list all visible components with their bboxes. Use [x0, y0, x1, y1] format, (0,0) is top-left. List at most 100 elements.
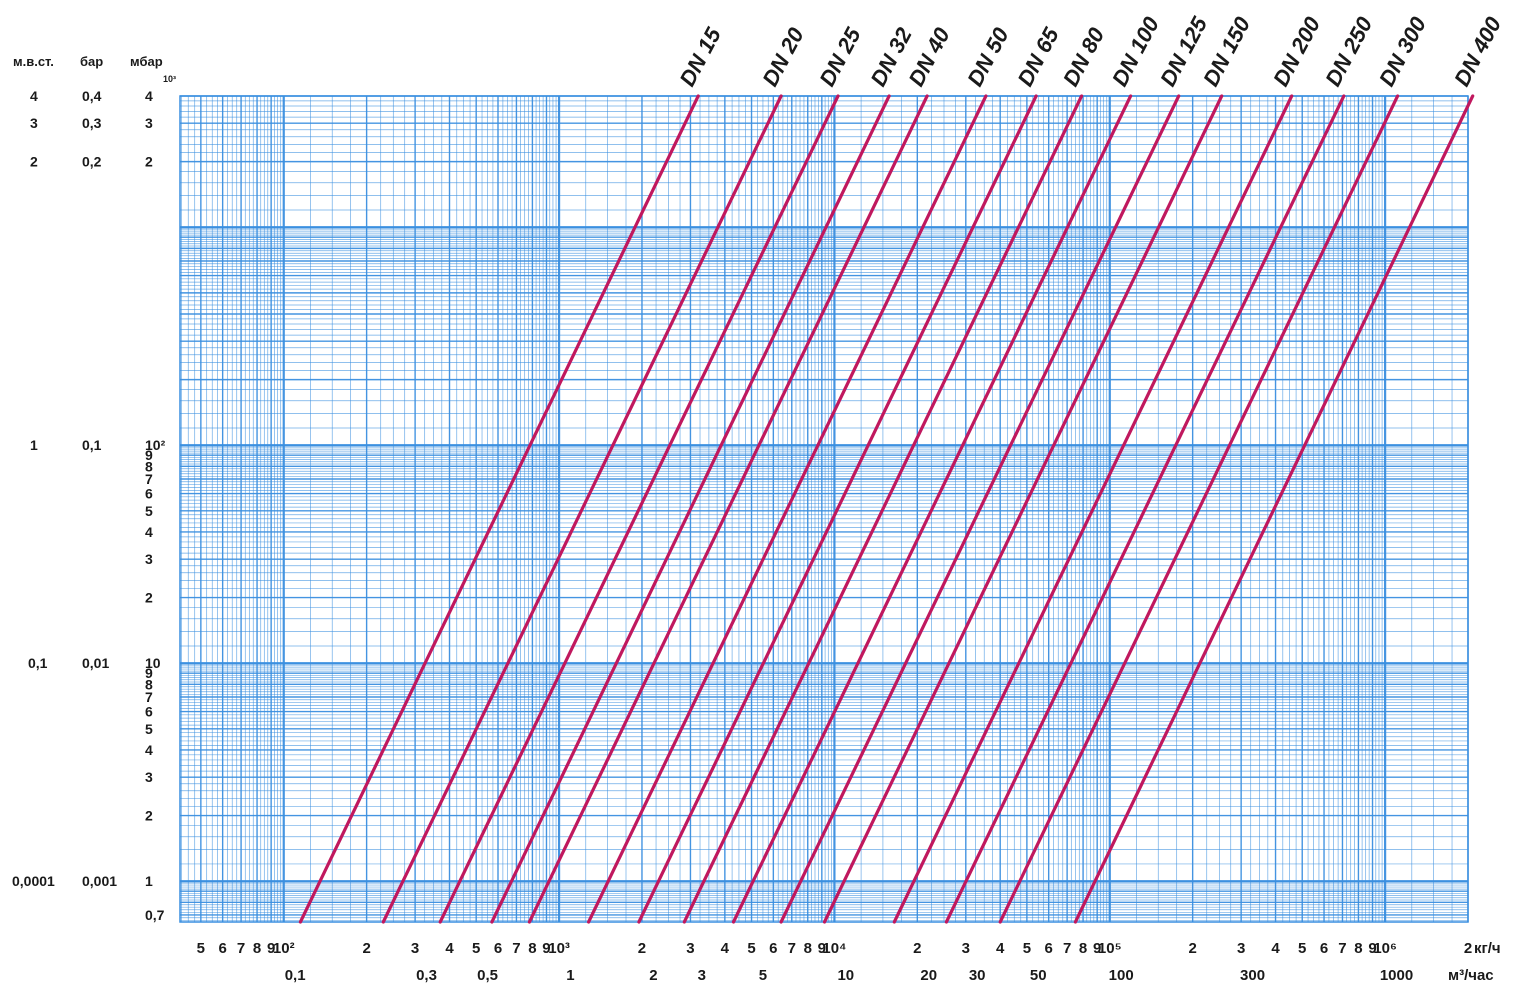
y-tick-mbar: 1	[145, 873, 153, 889]
x-unit-kg: кг/ч	[1474, 940, 1501, 957]
series-label: DN 25	[814, 23, 866, 90]
x-tick-kg: 7	[1338, 940, 1346, 957]
y-tick-mbar: 3	[145, 551, 153, 567]
y-tick-mbar: 8	[145, 458, 153, 474]
series-line-dn-32	[490, 94, 891, 924]
y-tick-mbar: 2	[145, 808, 153, 824]
x-tick-kg: 7	[237, 940, 245, 957]
y-tick-mbar: 7	[145, 689, 153, 705]
x-tick-kg: 10³	[548, 940, 570, 957]
series-lines	[298, 94, 1475, 924]
series-line-dn-125	[779, 94, 1181, 924]
x-tick-kg: 9	[1093, 940, 1101, 957]
y-tick-mbar: 3	[145, 115, 153, 131]
series-label: DN 65	[1012, 23, 1064, 90]
series-line-dn-300	[998, 94, 1400, 924]
x-tick-m3: 100	[1109, 967, 1134, 983]
y-tick-mwc: 4	[30, 88, 38, 104]
x-tick-kg: 9	[1368, 940, 1376, 957]
x-tick-m3: 1000	[1380, 967, 1413, 983]
x-tick-m3: 2	[649, 967, 657, 983]
y-tick-mbar: 10	[145, 655, 161, 671]
y-tick-mwc: 0,1	[28, 655, 48, 671]
x-tick-kg: 4	[721, 940, 730, 957]
y-tick-mbar: 7	[145, 471, 153, 487]
x-tick-kg: 4	[996, 940, 1005, 957]
x-tick-kg: 8	[1079, 940, 1087, 957]
x-tick-kg: 7	[788, 940, 796, 957]
x-tick-kg: 6	[1320, 940, 1328, 957]
series-label: DN 50	[962, 23, 1014, 90]
y-tick-bar: 0,2	[82, 154, 102, 170]
x-tick-kg: 9	[818, 940, 826, 957]
y-tick-mbar: 9	[145, 665, 153, 681]
y-tick-mwc: 3	[30, 115, 38, 131]
series-line-dn-150	[822, 94, 1224, 924]
series-label: DN 300	[1374, 12, 1431, 90]
series-line-dn-250	[944, 94, 1346, 924]
x-tick-kg: 4	[445, 940, 454, 957]
y-tick-mbar: 5	[145, 503, 153, 519]
y-tick-bar: 0,1	[82, 437, 102, 453]
x-tick-m3: 30	[969, 967, 986, 983]
x-tick-kg: 8	[253, 940, 261, 957]
series-line-dn-50	[586, 94, 988, 924]
y-tick-mbar: 10²	[145, 437, 166, 453]
x-tick-m3: 20	[920, 967, 937, 983]
x-tick-kg: 2	[913, 940, 921, 957]
x-tick-kg: 7	[512, 940, 520, 957]
series-line-dn-65	[637, 94, 1038, 924]
x-tick-kg: 6	[218, 940, 226, 957]
y-top-exponent-label: 10³	[163, 74, 176, 84]
y-tick-mbar: 4	[145, 88, 153, 104]
y-tick-mbar: 3	[145, 769, 153, 785]
x-tick-kg: 6	[769, 940, 777, 957]
x-tick-kg: 5	[1298, 940, 1306, 957]
x-tick-kg: 2	[362, 940, 370, 957]
x-tick-kg: 2	[1464, 940, 1472, 957]
y-tick-bar: 0,4	[82, 88, 102, 104]
series-label: DN 200	[1268, 12, 1325, 90]
x-tick-kg: 3	[686, 940, 694, 957]
series-line-dn-100	[731, 94, 1133, 924]
y-tick-mwc: 0,0001	[12, 873, 55, 889]
series-line-dn-15	[298, 94, 700, 924]
x-tick-kg: 5	[472, 940, 480, 957]
x-tick-m3: 0,5	[477, 967, 498, 983]
y-axis-labels: м.в.ст. бар мбар 10³ 4 0,4 4 3 0,3 3 2 0,2 2 10² 0…	[12, 54, 176, 923]
x-tick-m3: 0,1	[285, 967, 306, 983]
y-tick-mwc: 2	[30, 154, 38, 170]
x-tick-kg: 10⁶	[1373, 940, 1397, 957]
x-tick-kg: 5	[1023, 940, 1031, 957]
series-line-dn-40	[527, 94, 929, 924]
x-unit-m3: м³/час	[1448, 967, 1494, 983]
series-label: DN 20	[757, 23, 809, 90]
x-tick-kg: 5	[747, 940, 755, 957]
y-tick-mbar: 8	[145, 676, 153, 692]
y-tick-mwc: 1	[30, 437, 38, 453]
y-tick-mbar: 6	[145, 704, 153, 720]
y-tick-mbar: 2	[145, 154, 153, 170]
y-tick-mbar: 6	[145, 486, 153, 502]
x-tick-kg: 10⁴	[822, 940, 846, 957]
x-tick-kg: 2	[1188, 940, 1196, 957]
x-tick-m3: 10	[837, 967, 854, 983]
x-tick-kg: 5	[197, 940, 205, 957]
x-tick-kg: 4	[1271, 940, 1280, 957]
y-tick-mbar: 2	[145, 590, 153, 606]
x-tick-kg: 8	[1354, 940, 1362, 957]
series-line-dn-20	[381, 94, 783, 924]
x-tick-m3: 300	[1240, 967, 1265, 983]
series-line-dn-25	[438, 94, 840, 924]
series-line-dn-200	[892, 94, 1294, 924]
series-line-dn-80	[682, 94, 1084, 924]
x-tick-m3: 3	[698, 967, 706, 983]
x-tick-m3: 1	[566, 967, 574, 983]
x-tick-m3: 50	[1030, 967, 1047, 983]
x-tick-kg: 2	[638, 940, 646, 957]
y-tick-bar: 0,3	[82, 115, 102, 131]
x-tick-kg: 8	[528, 940, 536, 957]
x-tick-kg: 3	[411, 940, 419, 957]
